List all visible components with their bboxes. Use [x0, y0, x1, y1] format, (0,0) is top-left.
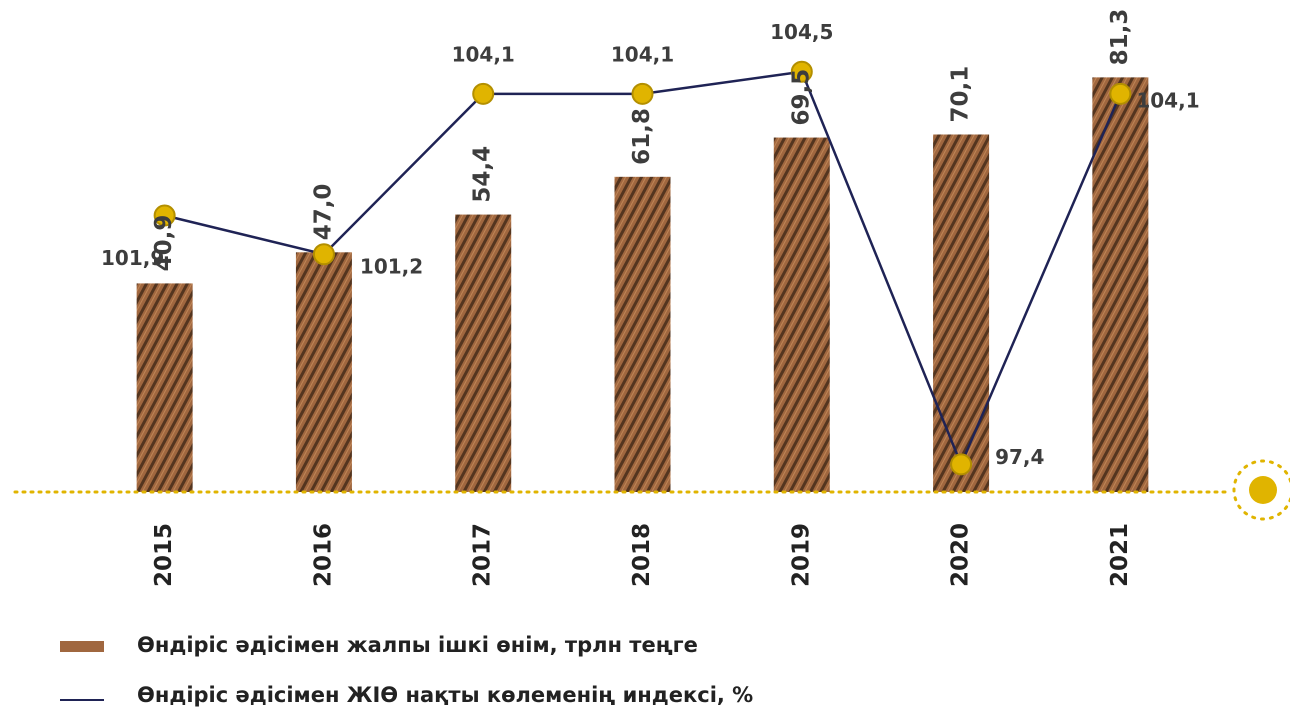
- line-value-label: 101,9: [101, 246, 164, 270]
- bar: [933, 134, 990, 493]
- bar-value-label: 61,8: [629, 108, 655, 165]
- legend-label: Өндіріс әдісімен ЖІӨ нақты көлеменің инд…: [137, 683, 753, 707]
- marker: [153, 204, 176, 227]
- bar: [1092, 77, 1149, 493]
- bar: [614, 176, 671, 492]
- marker: [790, 60, 813, 83]
- bar: [773, 137, 830, 493]
- marker: [1109, 82, 1132, 105]
- x-tick-label: 2017: [470, 523, 496, 587]
- x-tick-label: 2019: [788, 523, 814, 587]
- bar-value-label: 54,4: [470, 146, 496, 203]
- legend-swatch: [60, 641, 104, 652]
- decor-ring: [1232, 459, 1290, 521]
- bar-value-label: 69,5: [788, 69, 814, 126]
- bar-value-label: 70,1: [948, 66, 974, 123]
- bar-value-label: 47,0: [310, 184, 336, 241]
- legend-label: Өндіріс әдісімен жалпы ішкі өнім, трлн т…: [137, 633, 698, 657]
- line-layer: [153, 60, 1132, 476]
- x-tick-label: 2021: [1107, 523, 1133, 587]
- line-value-label: 101,2: [360, 255, 423, 279]
- line-value-label: 104,1: [1136, 88, 1199, 112]
- x-tick-label: 2020: [948, 523, 974, 587]
- bar: [295, 252, 352, 492]
- bar-value-label: 81,3: [1107, 9, 1133, 66]
- decor-dot: [1249, 476, 1277, 504]
- line-value-label: 104,1: [611, 42, 674, 66]
- marker: [950, 453, 973, 476]
- line-value-label: 104,5: [770, 20, 833, 44]
- x-tick-label: 2015: [151, 523, 177, 587]
- bar: [455, 214, 512, 492]
- bars: [136, 77, 1149, 493]
- line-value-label: 97,4: [995, 445, 1044, 469]
- x-tick-label: 2016: [310, 523, 336, 587]
- bar-value-label: 40,9: [151, 215, 177, 272]
- marker: [472, 82, 495, 105]
- marker: [631, 82, 654, 105]
- marker: [312, 243, 335, 266]
- bar: [136, 283, 193, 492]
- line-value-label: 104,1: [452, 42, 515, 66]
- labels: 2015 2016 2017 2018 2019 2020 2021 40,9 47,0 54,4…: [101, 9, 1200, 587]
- x-tick-label: 2018: [629, 523, 655, 587]
